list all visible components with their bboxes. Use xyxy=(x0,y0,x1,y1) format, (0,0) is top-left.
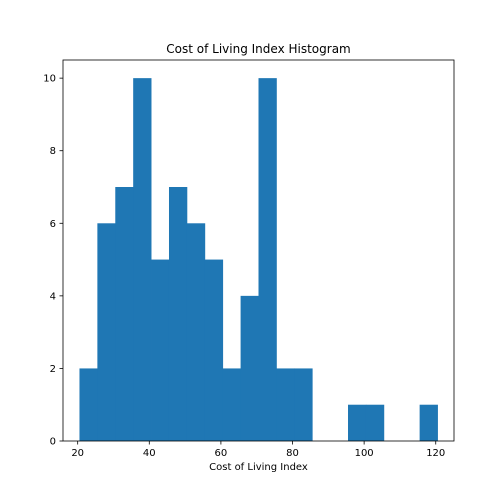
histogram-bar xyxy=(151,259,170,441)
histogram-bar xyxy=(348,404,367,441)
histogram-bar xyxy=(419,404,438,441)
histogram-bar xyxy=(365,404,385,441)
histogram-bar xyxy=(222,368,241,441)
chart-title: Cost of Living Index Histogram xyxy=(166,42,350,56)
histogram-bar xyxy=(258,78,277,441)
histogram-bar xyxy=(133,78,152,441)
y-tick-label: 4 xyxy=(50,291,56,302)
x-tick-label: 120 xyxy=(426,448,445,459)
y-tick-label: 10 xyxy=(43,74,56,85)
y-tick-label: 2 xyxy=(50,364,56,375)
histogram-bar xyxy=(240,295,259,441)
y-tick-label: 0 xyxy=(50,437,56,448)
histogram-bar xyxy=(294,368,313,441)
y-tick-label: 6 xyxy=(50,219,56,230)
axes-frame xyxy=(62,59,455,442)
x-tick-label: 20 xyxy=(71,448,84,459)
histogram-bar xyxy=(79,368,98,441)
histogram-bar xyxy=(115,187,134,441)
x-tick-label: 100 xyxy=(355,448,374,459)
histogram-bar xyxy=(186,223,206,441)
histogram-bar xyxy=(97,223,116,441)
y-tick-label: 8 xyxy=(50,146,56,157)
bars-layer xyxy=(79,78,438,441)
x-tick-label: 60 xyxy=(215,448,228,459)
x-axis-label: Cost of Living Index xyxy=(209,462,308,473)
ticks-layer: 20 40 60 80 100 120 0 2 4 6 8 10 xyxy=(43,74,445,459)
axes-spines xyxy=(62,59,455,442)
histogram-bar xyxy=(276,368,295,441)
x-tick-label: 80 xyxy=(286,448,299,459)
histogram-bar xyxy=(204,259,224,441)
histogram-bar xyxy=(168,187,188,441)
x-tick-label: 40 xyxy=(143,448,156,459)
